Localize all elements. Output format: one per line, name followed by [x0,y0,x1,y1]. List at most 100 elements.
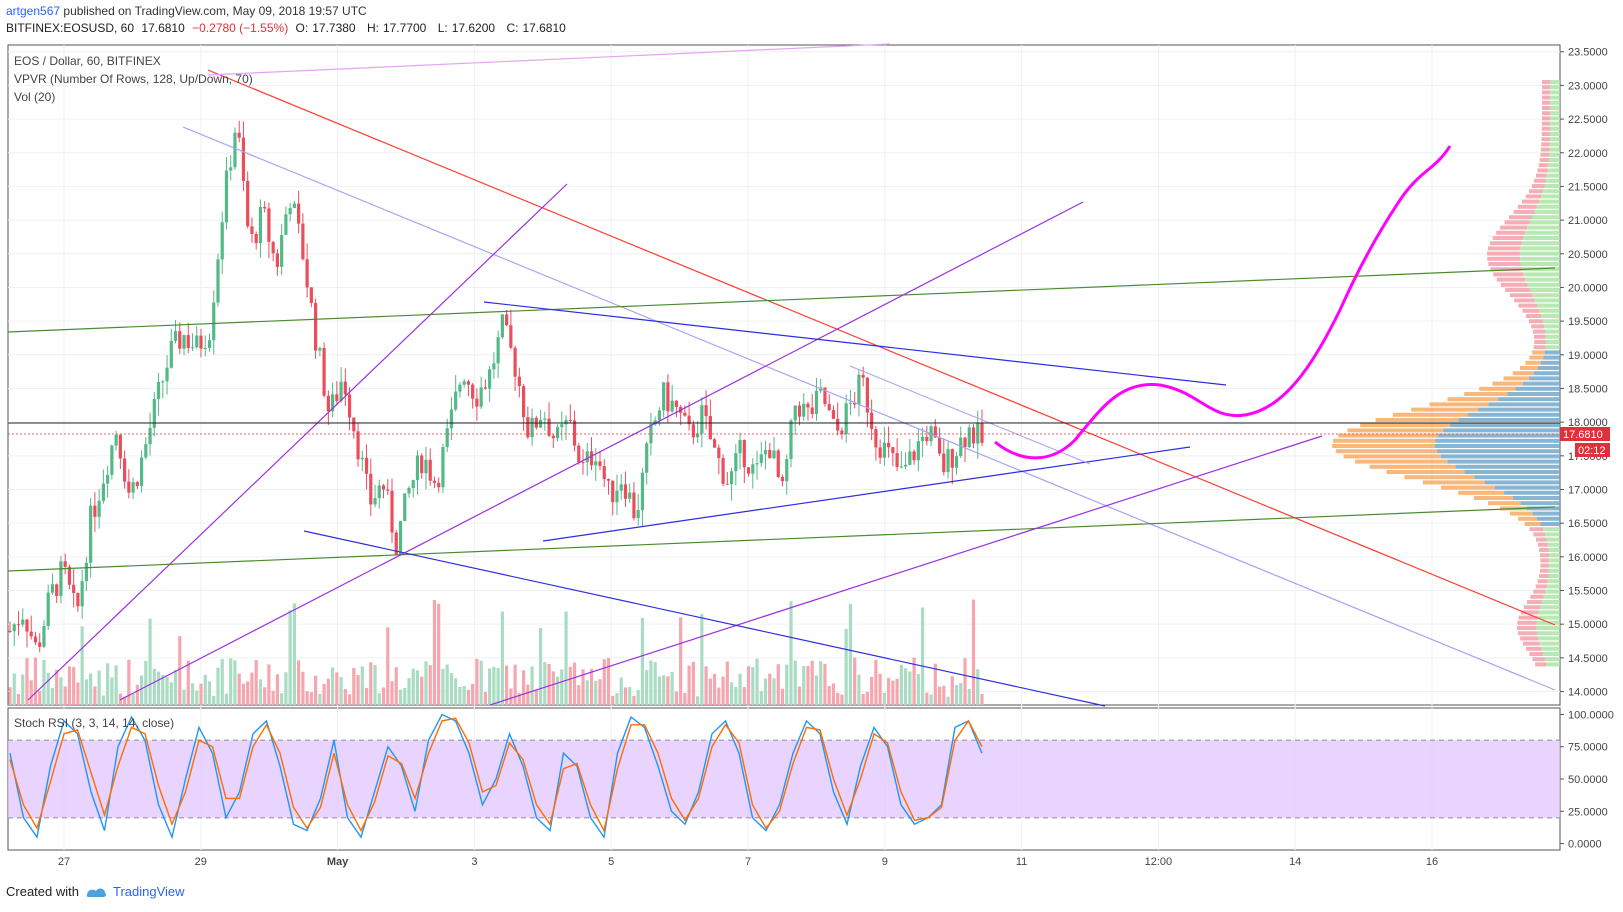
purple-mid-line[interactable] [119,201,1084,701]
volume-bar [653,662,657,705]
legend-vol[interactable]: Vol (20) [14,90,56,104]
vpvr-up-row [1521,241,1560,246]
candle-body [84,562,89,582]
volume-bar [424,661,428,705]
vpvr-down-row [1375,418,1459,422]
vpvr-down-row [1528,189,1543,194]
blue-lower-triangle[interactable] [542,446,1191,542]
short-channel-line[interactable] [849,365,1091,465]
candle-body [390,490,394,533]
vpvr-down-row [1422,480,1485,485]
volume-bar [97,670,101,705]
volume-bar [8,687,12,705]
vpvr-down-row [1458,490,1505,495]
vpvr-up-row [1484,480,1560,485]
candle-body [110,445,114,475]
volume-bar [920,607,925,705]
open-value: 17.7380 [312,21,356,35]
candle-body [441,447,445,488]
volume-bar [432,600,437,705]
stoch-tick-label: 0.0000 [1568,839,1602,851]
volume-bar [258,679,263,705]
candle-body [967,427,971,448]
candle-body [271,241,275,254]
legend-vpvr[interactable]: VPVR (Number Of Rows, 128, Up/Down, 70) [14,72,253,86]
volume-bar [267,664,271,705]
vpvr-up-row [1545,329,1560,334]
volume-bar [55,669,59,705]
created-with-label: Created with [6,884,79,899]
legend-stoch[interactable]: Stoch RSI (3, 3, 14, 14, close) [14,716,175,730]
tradingview-link[interactable]: TradingView [112,884,185,899]
volume-bar [810,660,814,705]
vpvr-up-row [1488,402,1560,407]
candle-body [611,480,615,503]
candle-body [916,441,920,461]
volume-bar [861,693,865,705]
legend-title[interactable]: EOS / Dollar, 60, BITFINEX [14,54,161,68]
volume-bar [12,673,16,705]
volume-bar [704,666,708,705]
vpvr-down-row [1522,641,1540,646]
vpvr-up-row [1549,553,1560,558]
volume-bar [462,685,466,705]
candle-body [887,442,891,448]
pink-top-line[interactable] [207,43,891,76]
vpvr-down-row [1540,152,1550,157]
candle-body [653,420,657,425]
blue-upper-triangle[interactable] [483,301,1227,386]
vpvr-down-row [1335,449,1437,454]
candle-body [589,451,594,466]
volume-bar [517,693,521,705]
price-tick-label: 18.0000 [1568,417,1608,429]
vpvr-up-row [1534,298,1560,303]
volume-bar [203,674,207,705]
candle-body [156,381,161,399]
author-link[interactable]: artgen567 [6,4,61,18]
vpvr-up-row [1549,132,1560,136]
time-tick-label: 7 [745,856,751,868]
volume-bar [721,676,725,705]
purple-steep-line[interactable] [27,183,568,701]
volume-bar [734,686,738,705]
light-blue-trendline[interactable] [182,126,1556,691]
vpvr-down-row [1489,241,1522,246]
vpvr-up-row [1474,475,1560,480]
volume-bar [241,683,246,705]
purple-low-line[interactable] [489,435,1323,706]
vpvr-down-row [1520,636,1539,641]
red-trendline[interactable] [207,69,1556,626]
candle-body [292,203,296,209]
candle-body [475,398,479,407]
volume-bar [398,689,403,705]
volume-bar [466,689,471,705]
candle-body [144,444,148,458]
volume-bar [870,677,874,705]
green-upper-channel[interactable] [7,267,1556,333]
vpvr-down-row [1411,407,1479,412]
green-lower-channel[interactable] [7,506,1556,572]
blue-falling-line[interactable] [303,530,1106,707]
trendlines[interactable] [7,43,1560,707]
volume-bar [708,678,712,705]
volume-bar [110,677,114,705]
volume-bar [564,611,568,705]
volume-bar [712,673,717,705]
vpvr-up-row [1519,256,1560,261]
candles [8,120,984,653]
vpvr-up-row [1545,345,1560,350]
price-tick-label: 16.0000 [1568,552,1608,564]
vpvr-up-row [1547,542,1560,547]
volume-bar [632,695,636,705]
candle-body [780,477,785,482]
vpvr-up-row [1435,438,1560,443]
vpvr-up-row [1543,652,1560,656]
candle-body [551,435,555,439]
vpvr-down-row [1541,126,1550,131]
projection-curve[interactable] [994,145,1452,460]
vpvr-down-row [1529,652,1544,656]
candle-body [152,398,156,428]
volume-bar [636,689,640,705]
volume-bar [679,617,683,705]
